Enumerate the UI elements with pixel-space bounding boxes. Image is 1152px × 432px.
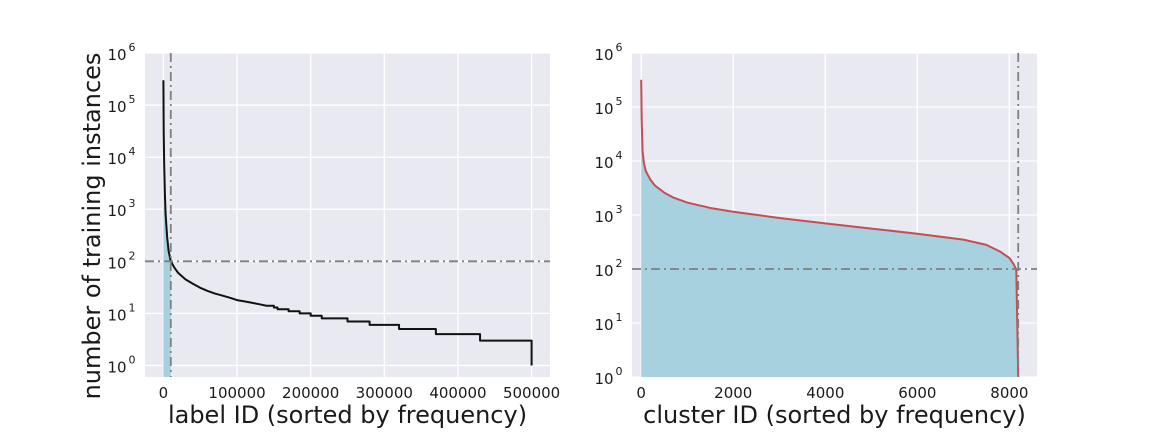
y-tick-label: 10 (107, 202, 126, 220)
y-tick-exponent: 4 (616, 149, 623, 162)
y-tick-exponent: 5 (129, 93, 136, 106)
x-tick-label: 200000 (282, 384, 339, 402)
y-tick-label: 10 (594, 262, 613, 280)
y-tick-label: 10 (594, 154, 613, 172)
x-tick-label: 0 (159, 384, 169, 402)
shaded-area-fill (641, 79, 1019, 378)
x-axis-label: cluster ID (sorted by frequency) (643, 401, 1026, 429)
plot-area-background (145, 53, 550, 377)
y-tick-exponent: 5 (616, 95, 623, 108)
y-tick-label: 10 (107, 358, 126, 376)
x-tick-label: 4000 (806, 384, 844, 402)
y-tick-exponent: 3 (616, 203, 623, 216)
y-tick-exponent: 0 (616, 365, 623, 378)
y-tick-label: 10 (107, 46, 126, 64)
y-axis-label: number of training instances (78, 53, 106, 400)
x-tick-label: 100000 (208, 384, 265, 402)
shaded-area-fill (163, 80, 171, 378)
x-tick-label: 500000 (503, 384, 560, 402)
x-tick-label: 2000 (714, 384, 752, 402)
y-tick-exponent: 6 (129, 41, 136, 54)
x-tick-label: 8000 (990, 384, 1028, 402)
y-tick-label: 10 (594, 46, 613, 64)
y-tick-exponent: 3 (129, 197, 136, 210)
y-tick-label: 10 (107, 98, 126, 116)
frequency-curve (640, 79, 1020, 378)
y-tick-exponent: 2 (616, 257, 623, 270)
y-tick-label: 10 (594, 100, 613, 118)
y-tick-exponent: 2 (129, 249, 136, 262)
y-tick-label: 10 (594, 316, 613, 334)
x-axis-label: label ID (sorted by frequency) (168, 401, 527, 429)
y-tick-exponent: 4 (129, 145, 136, 158)
frequency-curve (162, 80, 533, 366)
y-tick-label: 10 (594, 208, 613, 226)
y-tick-label: 10 (107, 306, 126, 324)
y-tick-label: 10 (594, 370, 613, 388)
x-tick-label: 0 (636, 384, 646, 402)
x-tick-label: 400000 (429, 384, 486, 402)
y-tick-exponent: 1 (616, 311, 623, 324)
y-tick-exponent: 0 (129, 353, 136, 366)
x-tick-label: 6000 (898, 384, 936, 402)
y-tick-exponent: 1 (129, 301, 136, 314)
y-tick-label: 10 (107, 254, 126, 272)
x-tick-label: 300000 (356, 384, 413, 402)
y-tick-exponent: 6 (616, 41, 623, 54)
y-tick-label: 10 (107, 150, 126, 168)
